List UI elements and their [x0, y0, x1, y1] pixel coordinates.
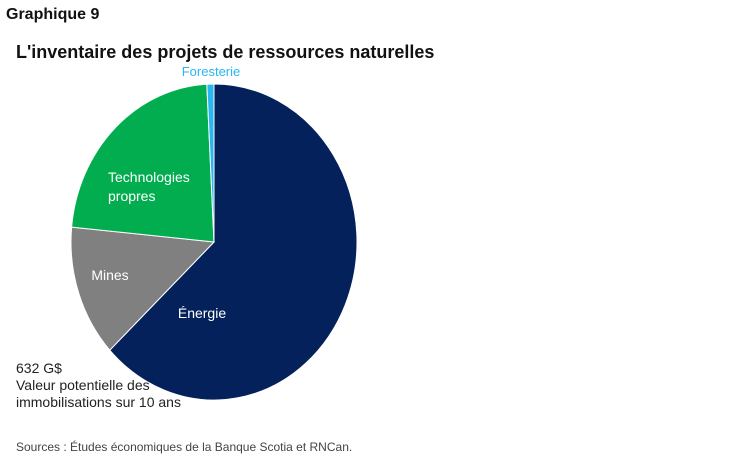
slice-label-foresterie: Foresterie [182, 64, 241, 79]
source-note: Sources : Études économiques de la Banqu… [16, 440, 353, 454]
pie-slice-technologies-propres [71, 83, 215, 243]
slice-label-energie: Énergie [178, 305, 226, 321]
pie-slice-mines [70, 226, 216, 351]
total-value-desc-1: Valeur potentielle des [16, 377, 150, 393]
chart-number: Graphique 9 [6, 6, 100, 23]
chart-title: L'inventaire des projets de ressources n… [16, 42, 435, 62]
slice-label-mines: Mines [91, 267, 128, 283]
slice-label-technologies-propres: Technologies propres [108, 169, 190, 204]
pie-slice-foresterie [206, 83, 215, 243]
pie-slice-energie [109, 83, 358, 401]
total-value-desc-2: immobilisations sur 10 ans [16, 394, 181, 410]
total-value-note: 632 G$ Valeur potentielle des immobilisa… [16, 360, 181, 411]
total-value: 632 G$ [16, 360, 62, 376]
